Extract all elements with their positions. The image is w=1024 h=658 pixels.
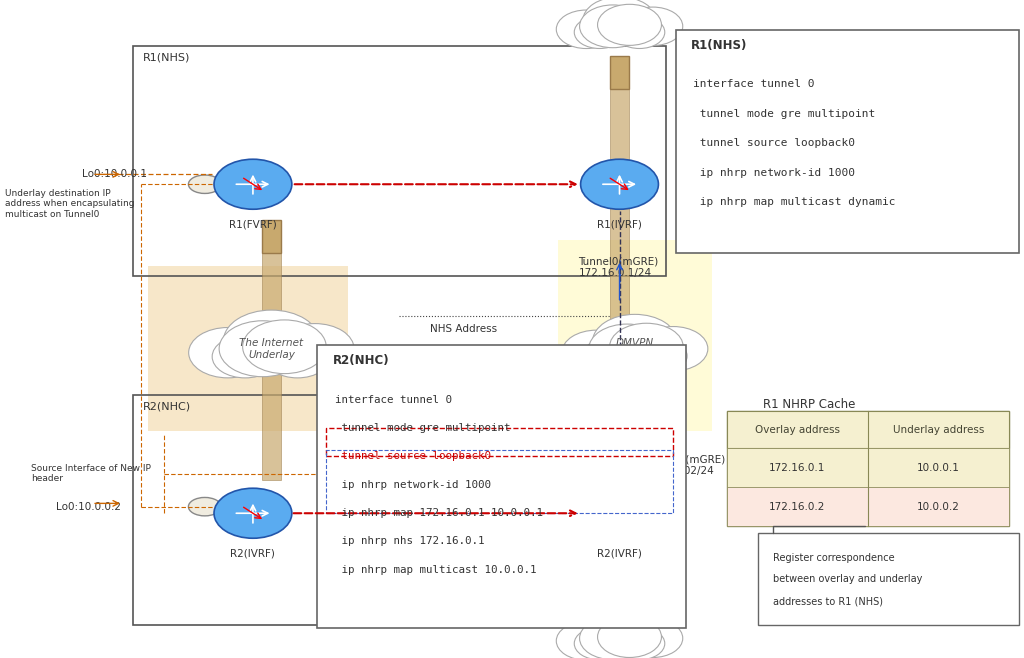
- Text: Source Interface of New IP
header: Source Interface of New IP header: [31, 464, 151, 484]
- Circle shape: [219, 320, 306, 376]
- FancyBboxPatch shape: [148, 266, 348, 431]
- Text: DMVPN
Overlay: DMVPN Overlay: [614, 338, 655, 359]
- Text: addresses to R1 (NHS): addresses to R1 (NHS): [773, 596, 883, 606]
- Text: Underlay destination IP
address when encapsulating
multicast on Tunnel0: Underlay destination IP address when enc…: [5, 189, 134, 219]
- Circle shape: [580, 5, 646, 48]
- Text: Tunnel0(mGRE)
172.16.0.1/24: Tunnel0(mGRE) 172.16.0.1/24: [579, 257, 658, 278]
- Text: 10.0.0.1: 10.0.0.1: [916, 463, 959, 472]
- Circle shape: [580, 617, 646, 658]
- Circle shape: [583, 609, 656, 657]
- Circle shape: [223, 310, 319, 372]
- FancyBboxPatch shape: [610, 563, 629, 595]
- Text: ip nhrp network-id 1000: ip nhrp network-id 1000: [335, 480, 490, 490]
- Text: R1(FVRF): R1(FVRF): [229, 219, 276, 229]
- Text: tunnel source loopback0: tunnel source loopback0: [335, 451, 490, 461]
- Text: ip nhrp map multicast 10.0.0.1: ip nhrp map multicast 10.0.0.1: [335, 565, 537, 574]
- Text: Underlay address: Underlay address: [893, 424, 984, 435]
- Text: R1(IVRF): R1(IVRF): [597, 219, 642, 229]
- Circle shape: [614, 16, 665, 49]
- Circle shape: [639, 326, 708, 371]
- Ellipse shape: [188, 497, 221, 516]
- Text: R1(NHS): R1(NHS): [691, 39, 748, 53]
- Circle shape: [614, 627, 665, 658]
- Text: R2(IVRF): R2(IVRF): [597, 548, 642, 558]
- FancyBboxPatch shape: [727, 448, 1009, 487]
- Circle shape: [593, 315, 677, 368]
- Circle shape: [598, 617, 662, 657]
- Text: 10.0.0.2: 10.0.0.2: [916, 502, 959, 512]
- FancyBboxPatch shape: [727, 487, 1009, 526]
- Circle shape: [609, 323, 683, 370]
- Circle shape: [574, 16, 625, 49]
- Text: tunnel mode gre multipoint: tunnel mode gre multipoint: [335, 423, 510, 433]
- Text: ip nhrp network-id 1000: ip nhrp network-id 1000: [693, 168, 855, 178]
- Text: 172.16.0.1: 172.16.0.1: [769, 463, 825, 472]
- Circle shape: [623, 619, 683, 657]
- Circle shape: [212, 336, 279, 378]
- Ellipse shape: [603, 175, 636, 193]
- Text: interface tunnel 0: interface tunnel 0: [335, 395, 452, 405]
- FancyBboxPatch shape: [676, 30, 1019, 253]
- Circle shape: [214, 488, 292, 538]
- Text: Tunnel0(mGRE)
172.16.02/24: Tunnel0(mGRE) 172.16.02/24: [645, 454, 725, 476]
- Text: R2(NHC): R2(NHC): [333, 354, 389, 367]
- FancyBboxPatch shape: [262, 220, 281, 253]
- Circle shape: [589, 324, 666, 374]
- Circle shape: [581, 159, 658, 209]
- Circle shape: [598, 5, 662, 45]
- Circle shape: [562, 330, 631, 374]
- Text: R1 NHRP Cache: R1 NHRP Cache: [763, 398, 855, 411]
- Circle shape: [583, 0, 656, 44]
- Text: R1(NHS): R1(NHS): [143, 53, 190, 63]
- FancyBboxPatch shape: [262, 230, 281, 480]
- Text: R2(IVRF): R2(IVRF): [230, 548, 275, 558]
- Circle shape: [574, 627, 625, 658]
- Circle shape: [556, 622, 616, 658]
- Circle shape: [629, 337, 687, 375]
- Text: R2(NHC): R2(NHC): [143, 401, 191, 411]
- Text: Lo0:10.0.0.1: Lo0:10.0.0.1: [82, 169, 146, 180]
- Text: ip nhrp nhs 172.16.0.1: ip nhrp nhs 172.16.0.1: [335, 536, 484, 546]
- FancyBboxPatch shape: [610, 86, 629, 480]
- FancyBboxPatch shape: [727, 411, 1009, 448]
- Text: ip nhrp map 172.16.0.1 10.0.0.1: ip nhrp map 172.16.0.1 10.0.0.1: [335, 508, 543, 518]
- FancyBboxPatch shape: [558, 240, 712, 431]
- Circle shape: [581, 488, 658, 538]
- Circle shape: [214, 159, 292, 209]
- Text: Register correspondence: Register correspondence: [773, 553, 895, 563]
- Circle shape: [188, 328, 267, 378]
- Circle shape: [583, 337, 641, 375]
- Ellipse shape: [188, 175, 221, 193]
- Circle shape: [243, 320, 327, 374]
- Ellipse shape: [603, 484, 636, 503]
- FancyBboxPatch shape: [727, 411, 1009, 526]
- Text: NHS Address: NHS Address: [429, 324, 497, 334]
- Text: 172.16.0.2: 172.16.0.2: [769, 502, 825, 512]
- Text: Lo0:10.0.0.2: Lo0:10.0.0.2: [56, 501, 121, 512]
- Text: ip nhrp map multicast dynamic: ip nhrp map multicast dynamic: [693, 197, 896, 207]
- Circle shape: [264, 336, 331, 378]
- FancyBboxPatch shape: [758, 533, 1019, 625]
- Text: interface tunnel 0: interface tunnel 0: [693, 79, 815, 89]
- Circle shape: [556, 10, 616, 49]
- Text: tunnel source loopback0: tunnel source loopback0: [693, 138, 855, 148]
- Text: The Internet
Underlay: The Internet Underlay: [240, 338, 303, 359]
- Circle shape: [623, 7, 683, 45]
- Text: between overlay and underlay: between overlay and underlay: [773, 574, 923, 584]
- FancyBboxPatch shape: [610, 56, 629, 89]
- Text: Overlay address: Overlay address: [755, 424, 840, 435]
- Circle shape: [275, 324, 354, 374]
- Text: tunnel mode gre multipoint: tunnel mode gre multipoint: [693, 109, 876, 118]
- FancyBboxPatch shape: [317, 345, 686, 628]
